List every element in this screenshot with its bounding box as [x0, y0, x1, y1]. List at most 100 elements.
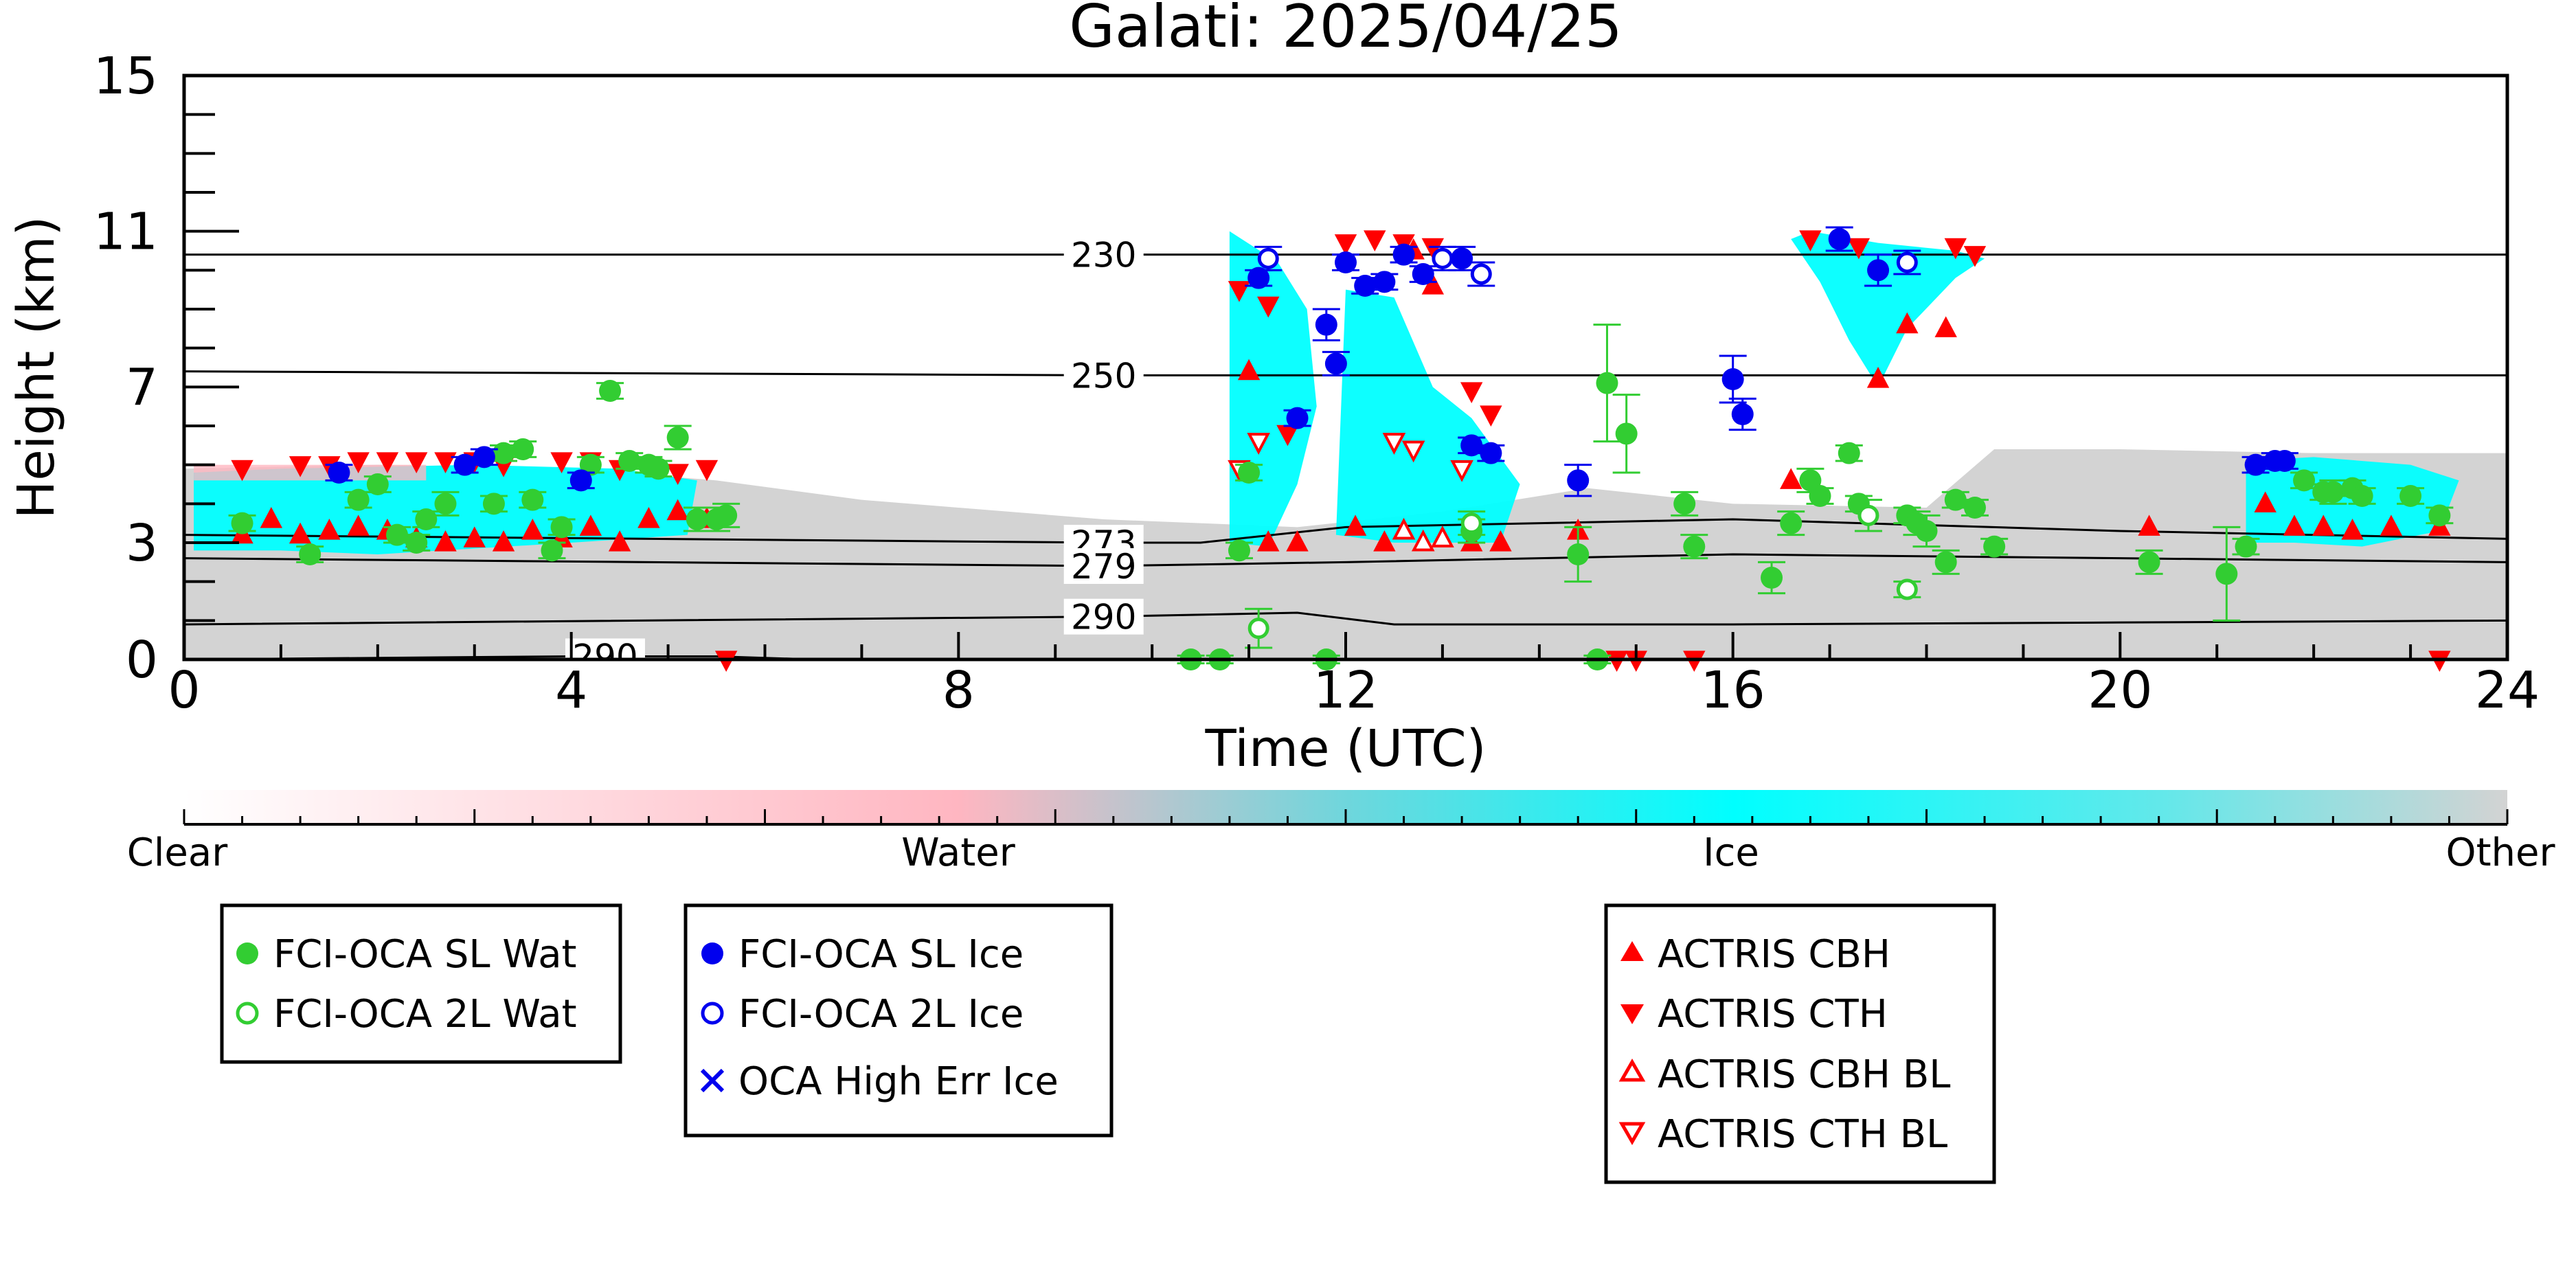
sl-wat-point	[1963, 497, 1986, 519]
sl-wat-point	[647, 457, 670, 480]
marker-layer	[228, 226, 2454, 672]
y-tick-label: 11	[93, 203, 158, 262]
legend-marker-actris-cth-bl	[1618, 1122, 1646, 1146]
actris-cth-point	[405, 452, 428, 473]
actris-cbh-point	[2380, 515, 2403, 536]
sl-wat-point	[2322, 481, 2345, 504]
cloud-ice-region	[1229, 231, 1317, 547]
sl-wat-point	[1809, 485, 1831, 507]
legend-ice: FCI-OCA SL Ice FCI-OCA 2L Ice OCA High E…	[683, 903, 1114, 1138]
sl-ice-point	[1480, 442, 1502, 464]
cloud-other-region	[184, 449, 2507, 659]
isotherm-label-bg	[1063, 598, 1144, 635]
actris-cbh-point	[608, 530, 631, 552]
isotherm-label: 290	[1071, 598, 1136, 637]
legend-marker-2l-wat	[236, 1002, 259, 1025]
actris-cbh-bl-point	[1411, 529, 1435, 552]
sl-ice-point	[1354, 275, 1377, 297]
sl-wat-point	[1838, 442, 1860, 464]
sl-wat-point	[1567, 543, 1590, 565]
2l-ice-point	[1257, 247, 1279, 269]
actris-cth-point	[1257, 296, 1280, 318]
actris-cbh-point	[434, 530, 457, 552]
actris-cbh-point	[1421, 273, 1445, 295]
series-fci-oca-sl-wat	[228, 324, 2454, 670]
actris-cbh-point	[1866, 367, 1890, 388]
y-axis: 0 3 7 11 15	[93, 47, 239, 690]
2l-wat-point	[1857, 504, 1879, 526]
sl-wat-point	[2215, 563, 2238, 585]
series-fci-oca-2l-ice	[1254, 245, 1921, 287]
isotherm-label: 230	[1071, 236, 1136, 275]
sl-wat-point	[666, 427, 689, 449]
2l-wat-point	[1247, 618, 1269, 640]
actris-cth-point	[1228, 281, 1251, 302]
legend-label-actris-cth: ACTRIS CTH	[1658, 992, 1888, 1037]
actris-cbh-point	[318, 519, 341, 540]
sl-wat-point	[1615, 422, 1638, 445]
actris-cbh-point	[2312, 515, 2335, 536]
actris-cth-point	[231, 460, 253, 482]
2l-wat-point	[1460, 512, 1482, 534]
sl-ice-point	[1731, 403, 1754, 425]
sl-wat-point	[1944, 488, 1967, 511]
actris-cth-point	[1480, 405, 1502, 427]
sl-ice-point	[328, 462, 350, 484]
actris-cth-point	[1460, 382, 1483, 403]
actris-cbh-point	[1934, 316, 1957, 337]
sl-ice-point	[569, 469, 592, 492]
sl-wat-point	[2138, 551, 2160, 574]
sl-ice-point	[1335, 251, 1357, 273]
actris-cth-bl-point	[1247, 433, 1271, 455]
sl-wat-point	[550, 516, 573, 539]
sl-wat-point	[599, 380, 622, 402]
actris-cbh-point	[1896, 312, 1919, 334]
sl-ice-point	[1373, 271, 1396, 293]
legend-label-sl-wat: FCI-OCA SL Wat	[273, 932, 577, 977]
actris-cth-point	[1605, 651, 1628, 672]
actris-cth-point	[1799, 230, 1822, 251]
actris-cth-point	[318, 456, 341, 477]
sl-wat-point	[512, 438, 534, 460]
legend-marker-actris-cth	[1620, 1004, 1644, 1024]
colorbar-label-ice: Ice	[1703, 831, 1759, 875]
sl-ice-point	[1460, 434, 1483, 457]
actris-cth-point	[550, 452, 573, 473]
actris-cbh-point	[1237, 359, 1261, 381]
isotherm-label: 279	[1071, 547, 1136, 587]
actris-cbh-point	[2283, 515, 2306, 536]
series-actris-cbh	[231, 238, 2451, 552]
sl-wat-point	[493, 442, 515, 464]
actris-cth-point	[1847, 238, 1871, 260]
actris-cth-point	[695, 460, 719, 482]
sl-ice-point	[453, 453, 476, 476]
sl-ice-point	[1867, 259, 1890, 282]
sl-ice-point	[1567, 469, 1590, 492]
legend-label-actris-cth-bl: ACTRIS CTH BL	[1658, 1112, 1947, 1157]
actris-cth-point	[434, 452, 457, 473]
actris-cth-point	[1364, 230, 1386, 251]
y-axis-label: Height (km)	[7, 216, 66, 519]
actris-cth-bl-point	[1450, 460, 1473, 482]
isotherm-label-bg	[565, 638, 645, 659]
sl-ice-point	[1412, 263, 1434, 285]
x-axis-label: Time (UTC)	[1204, 719, 1486, 778]
2l-ice-point	[1432, 247, 1454, 269]
2l-wat-point	[1896, 578, 1918, 600]
sl-wat-point	[1673, 493, 1696, 515]
actris-cth-point	[347, 452, 370, 473]
chart-title: Galati: 2025/04/25	[1069, 0, 1623, 61]
actris-cth-point	[666, 464, 689, 485]
legend-ice-frame	[683, 903, 1114, 1138]
isotherm-label: 250	[1071, 356, 1136, 396]
actris-cbh-point	[492, 530, 515, 552]
actris-cth-point	[1963, 246, 1987, 267]
sl-wat-point	[1228, 539, 1250, 562]
sl-ice-point	[1451, 247, 1473, 270]
actris-cbh-point	[666, 499, 689, 521]
sl-wat-point	[1983, 535, 2006, 558]
actris-cbh-point	[579, 515, 602, 536]
actris-cbh-point	[2254, 491, 2276, 512]
actris-cbh-point	[1286, 530, 1309, 552]
